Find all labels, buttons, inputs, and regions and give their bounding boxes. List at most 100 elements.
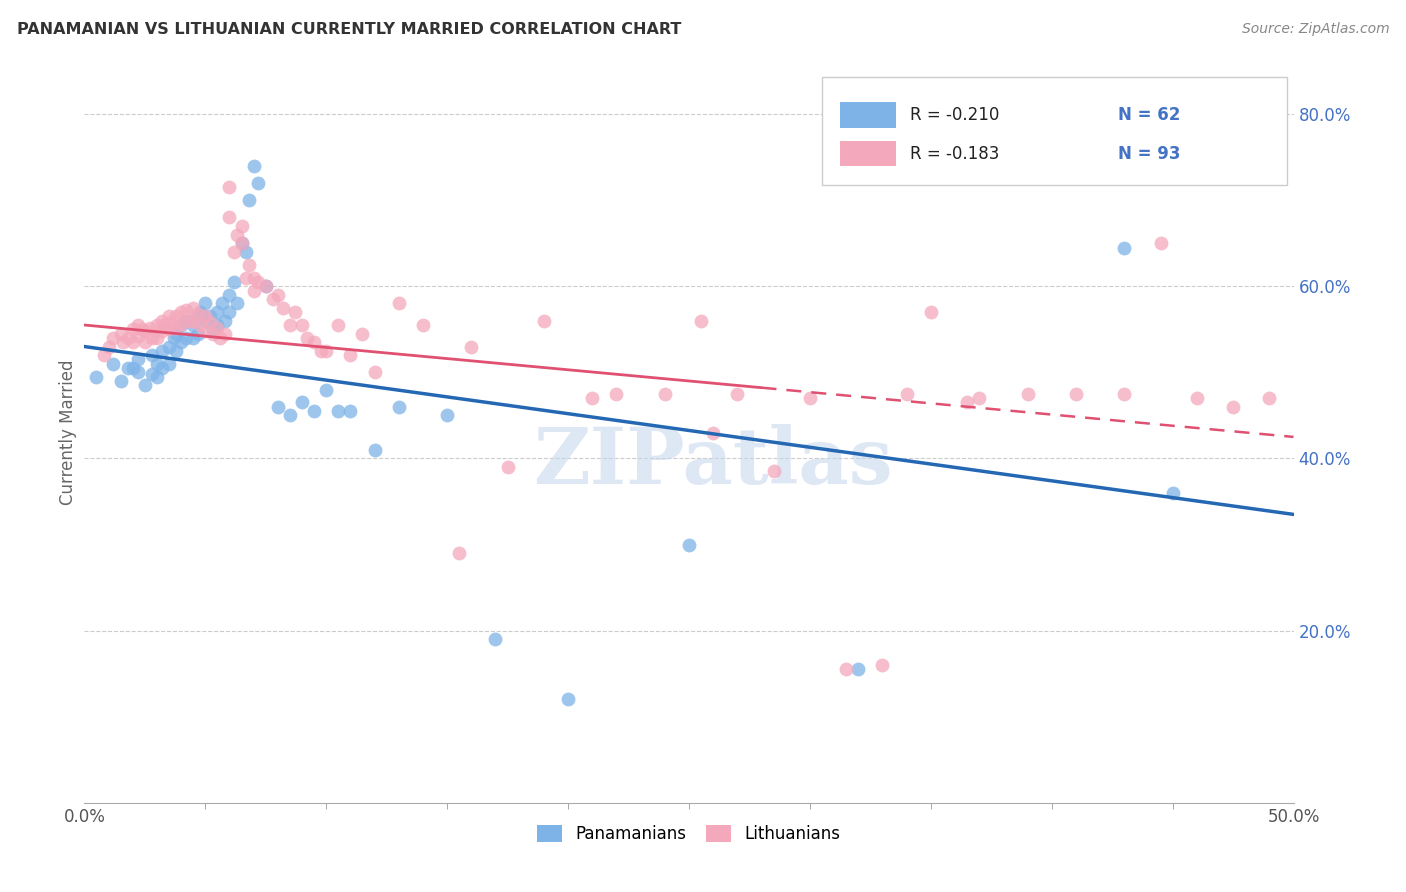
Point <box>103 357 125 371</box>
Point <box>295 331 318 345</box>
Point <box>484 632 506 647</box>
Point <box>117 331 139 345</box>
Point <box>339 404 361 418</box>
Point <box>201 326 224 341</box>
Point <box>181 318 204 332</box>
Text: R = -0.210: R = -0.210 <box>910 106 1000 124</box>
Point <box>278 318 301 332</box>
Point <box>117 361 139 376</box>
Point <box>762 464 785 478</box>
FancyBboxPatch shape <box>823 78 1288 185</box>
Point <box>208 331 231 345</box>
Point <box>247 275 270 289</box>
Point <box>235 244 257 259</box>
Text: PANAMANIAN VS LITHUANIAN CURRENTLY MARRIED CORRELATION CHART: PANAMANIAN VS LITHUANIAN CURRENTLY MARRI… <box>17 22 682 37</box>
Point <box>181 301 204 315</box>
Legend: Panamanians, Lithuanians: Panamanians, Lithuanians <box>530 819 848 850</box>
Point <box>1161 486 1184 500</box>
Point <box>141 348 163 362</box>
Point <box>134 335 156 350</box>
Point <box>150 314 173 328</box>
Point <box>302 335 325 350</box>
Point <box>1185 391 1208 405</box>
Point <box>218 211 240 225</box>
Point <box>271 301 294 315</box>
Point <box>187 326 209 341</box>
Point <box>311 343 333 358</box>
Point <box>146 331 169 345</box>
Text: R = -0.183: R = -0.183 <box>910 145 1000 162</box>
Point <box>170 305 193 319</box>
Point <box>121 335 143 350</box>
Point <box>112 335 135 350</box>
Point <box>103 331 125 345</box>
Text: Source: ZipAtlas.com: Source: ZipAtlas.com <box>1241 22 1389 37</box>
Point <box>363 442 385 457</box>
Point <box>352 326 374 341</box>
Point <box>231 236 253 251</box>
Point <box>198 315 221 329</box>
Y-axis label: Currently Married: Currently Married <box>59 359 77 506</box>
Point <box>339 348 361 362</box>
Point <box>254 279 277 293</box>
Point <box>449 546 471 560</box>
Point <box>1114 240 1136 254</box>
Point <box>127 318 149 332</box>
Point <box>187 310 209 324</box>
Point <box>315 383 337 397</box>
Point <box>557 692 579 706</box>
Point <box>194 314 217 328</box>
Point <box>174 314 197 328</box>
Point <box>328 404 350 418</box>
Point <box>165 326 187 341</box>
Point <box>581 391 603 405</box>
Point <box>218 180 240 194</box>
Point <box>291 395 314 409</box>
Point <box>165 320 187 334</box>
Text: N = 62: N = 62 <box>1118 106 1181 124</box>
Point <box>138 320 160 334</box>
Point <box>181 331 204 345</box>
Point <box>127 329 149 343</box>
Point <box>153 318 176 332</box>
Point <box>157 322 180 336</box>
Point <box>207 318 229 332</box>
FancyBboxPatch shape <box>841 141 896 166</box>
Point <box>284 305 307 319</box>
Point <box>141 367 163 381</box>
Point <box>190 305 212 319</box>
Point <box>194 310 217 324</box>
Point <box>127 365 149 379</box>
Point <box>1017 387 1039 401</box>
Point <box>267 288 290 302</box>
Point <box>267 400 290 414</box>
Point <box>170 317 193 331</box>
Point <box>302 404 325 418</box>
Point <box>110 374 132 388</box>
Point <box>799 391 821 405</box>
Point <box>218 305 240 319</box>
Point <box>388 296 411 310</box>
Point <box>141 331 163 345</box>
Point <box>654 387 676 401</box>
Point <box>896 387 918 401</box>
Point <box>231 219 253 233</box>
Point <box>121 322 143 336</box>
Point <box>174 303 197 318</box>
Point <box>165 310 187 324</box>
Text: N = 93: N = 93 <box>1118 145 1181 162</box>
Point <box>163 331 186 345</box>
Point <box>225 227 247 242</box>
Point <box>225 296 247 310</box>
Point <box>1064 387 1087 401</box>
Point <box>160 315 183 329</box>
Point <box>194 296 217 310</box>
Point <box>967 391 990 405</box>
Point <box>131 322 153 336</box>
Point <box>247 176 270 190</box>
Point <box>170 335 193 350</box>
Point <box>254 279 277 293</box>
Point <box>231 236 253 251</box>
Point <box>201 322 224 336</box>
Point <box>146 369 169 384</box>
